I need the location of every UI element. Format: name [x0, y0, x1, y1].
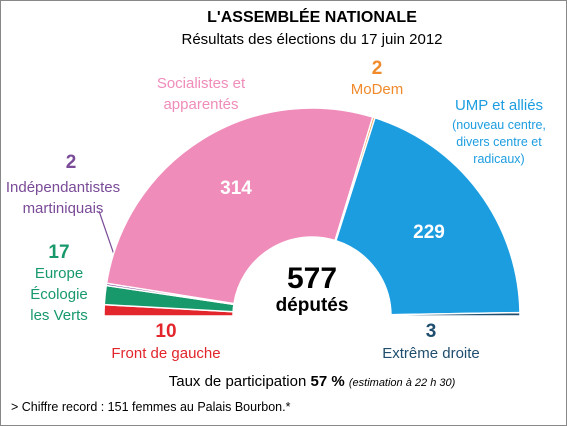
segment-value: 3 — [425, 321, 437, 342]
total: 577 — [286, 262, 338, 295]
segment-name: MoDem — [350, 81, 404, 98]
participation-label: Taux de participation — [168, 373, 307, 390]
segment-name: UMP et alliés — [454, 97, 544, 114]
segment-value: 17 — [48, 242, 70, 263]
segment-name: Indépendantistes martiniquais — [5, 179, 121, 217]
segment-value: 229 — [413, 222, 445, 243]
segment-name: Front de gauche — [111, 345, 221, 362]
chart-subtitle: Résultats des élections du 17 juin 2012 — [181, 31, 443, 48]
segment-value: 314 — [220, 178, 252, 199]
footnote: > Chiffre record : 151 femmes au Palais … — [11, 400, 291, 414]
chart-title: L'ASSEMBLÉE NATIONALE — [207, 9, 417, 26]
segment — [334, 116, 521, 316]
segment-value: 2 — [371, 58, 383, 79]
total-label: députés — [275, 295, 349, 316]
participation-note: (estimation à 22 h 30) — [348, 377, 456, 389]
segment-name: Socialistes et apparentés — [156, 75, 246, 113]
participation-rate: 57 % — [310, 373, 345, 390]
segment-note: (nouveau centre, divers centre et radica… — [452, 118, 546, 166]
segment-name: Extrême droite — [382, 345, 480, 362]
segment — [390, 311, 521, 317]
participation: Taux de participation 57 % (estimation à… — [169, 371, 456, 394]
segment-name: Europe Écologie les Verts — [30, 265, 88, 324]
segment-value: 10 — [155, 321, 177, 342]
segment — [105, 107, 374, 305]
segment-value: 2 — [65, 152, 77, 173]
